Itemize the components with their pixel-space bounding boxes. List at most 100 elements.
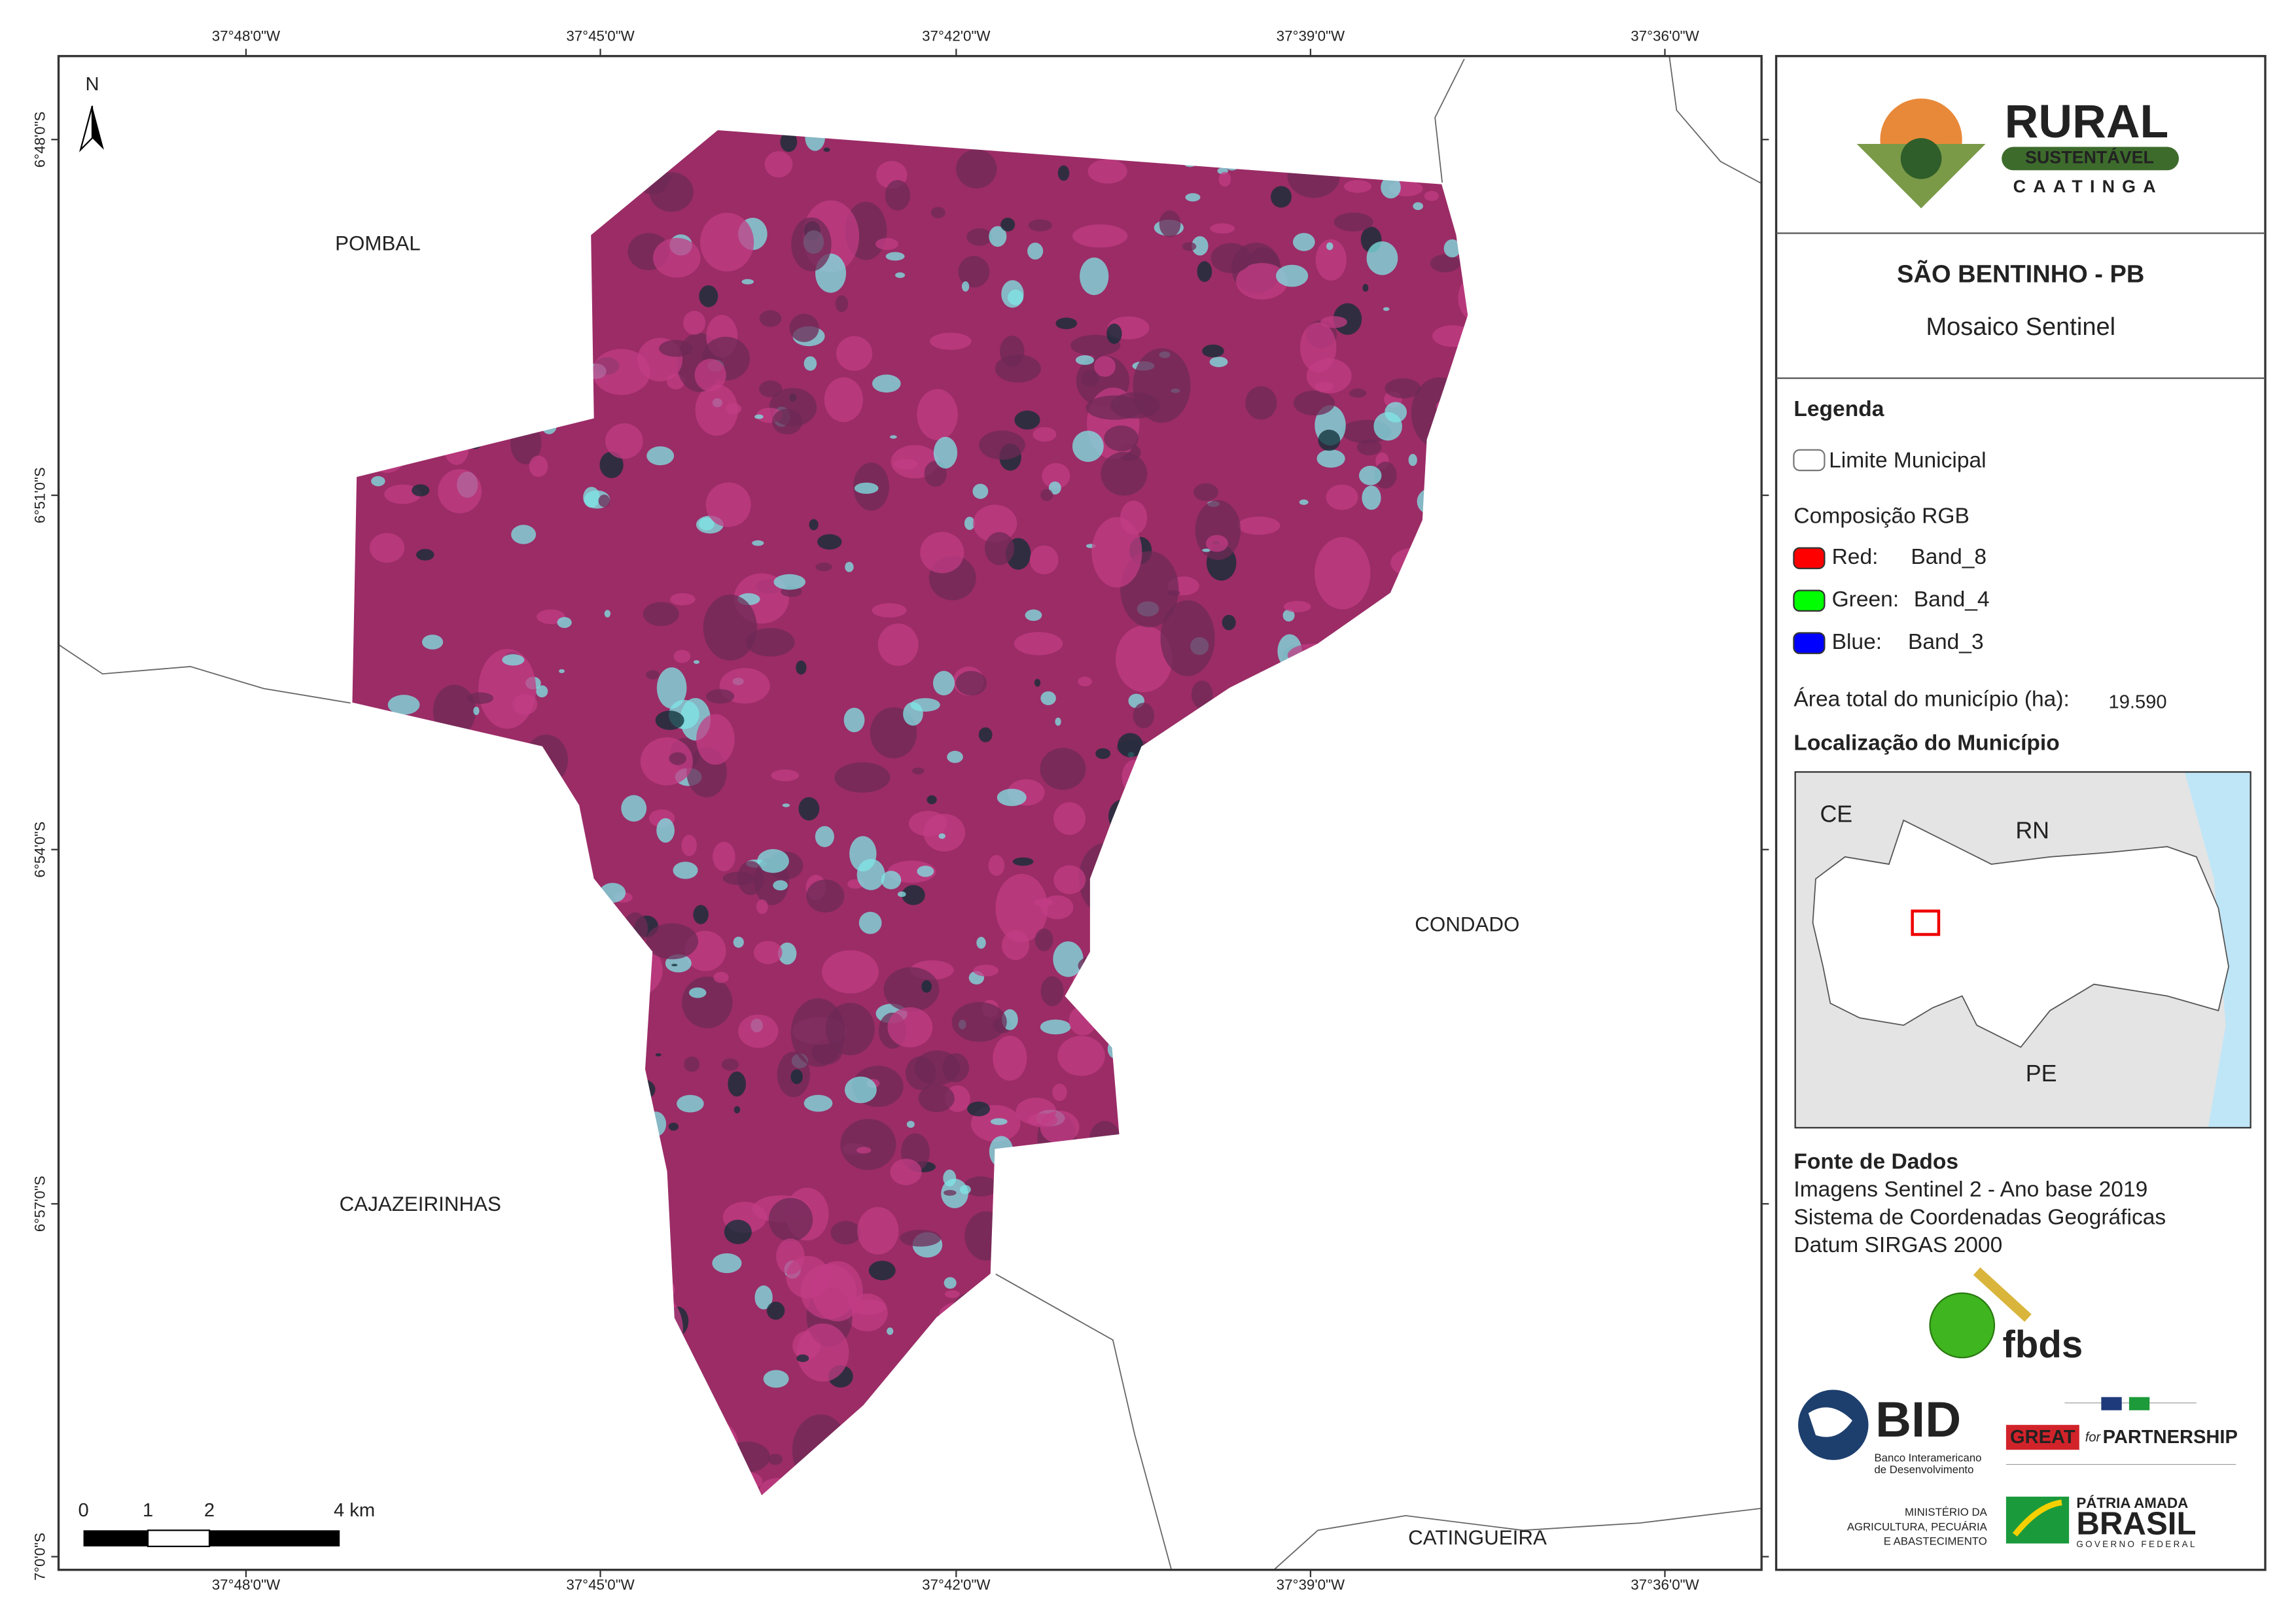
- raster-texture: [695, 384, 738, 436]
- raster-texture: [721, 1058, 739, 1071]
- bid-wave: [1808, 1407, 1852, 1437]
- raster-texture: [536, 685, 548, 698]
- raster-texture: [703, 594, 757, 661]
- x-tick-label: 37°45'0"W: [566, 28, 635, 44]
- raster-texture: [773, 574, 806, 590]
- raster-texture: [1237, 516, 1280, 535]
- raster-texture: [943, 1189, 957, 1196]
- raster-texture: [699, 285, 718, 307]
- raster-texture: [1086, 395, 1144, 420]
- y-tick-label: 6°54'0"S: [32, 822, 48, 878]
- raster-texture: [875, 237, 898, 251]
- bid-name: Banco Interamericano: [1874, 1452, 1981, 1464]
- raster-texture: [1052, 1083, 1067, 1102]
- boundary: [1434, 58, 1465, 184]
- raster-texture: [713, 971, 729, 983]
- x-tick-label: 37°42'0"W: [922, 28, 991, 44]
- band-name: Band_8: [1911, 545, 1987, 569]
- great-for: for: [2085, 1431, 2102, 1445]
- raster-texture: [1182, 242, 1197, 251]
- raster-texture: [918, 1084, 955, 1113]
- raster-texture: [778, 942, 797, 965]
- raster-texture: [754, 1285, 773, 1310]
- raster-texture: [416, 549, 434, 561]
- location-heading: Localização do Município: [1793, 731, 2059, 755]
- raster-texture: [502, 654, 525, 666]
- raster-texture: [1014, 632, 1063, 655]
- y-tick-label: 6°51'0"S: [32, 467, 48, 523]
- panel-subtitle: Mosaico Sentinel: [1926, 313, 2115, 341]
- raster-texture: [782, 803, 790, 807]
- raster-texture: [822, 950, 879, 994]
- raster-texture: [1326, 484, 1358, 510]
- raster-texture: [885, 252, 905, 261]
- raster-texture: [944, 1290, 960, 1299]
- raster-texture: [705, 689, 735, 704]
- raster-texture: [885, 180, 911, 211]
- raster-texture: [745, 628, 795, 657]
- y-tick-label: 6°57'0"S: [32, 1176, 48, 1232]
- raster-texture: [763, 1370, 789, 1388]
- raster-texture: [857, 1207, 899, 1255]
- labels: 37°48'0"W 37°48'0"W 37°45'0"W 37°45'0"W 37°4…: [32, 28, 2238, 1594]
- raster-texture: [963, 1176, 998, 1197]
- raster-texture: [1374, 461, 1397, 489]
- panel-title: SÃO BENTINHO - PB: [1897, 259, 2144, 288]
- band-channel: Blue:: [1832, 630, 1882, 654]
- raster-texture: [1029, 545, 1059, 575]
- raster-texture: [1115, 625, 1173, 693]
- raster-texture: [599, 451, 624, 478]
- boundary: [1273, 1507, 1762, 1570]
- logo-bid: [1798, 1389, 1869, 1460]
- raster-texture: [1222, 614, 1236, 631]
- raster-texture: [753, 941, 783, 964]
- band-swatch: [1793, 632, 1826, 654]
- raster-texture: [796, 1354, 809, 1363]
- raster-texture: [1236, 263, 1288, 300]
- raster-texture: [1101, 451, 1148, 496]
- raster-texture: [995, 873, 1048, 943]
- raster-texture: [640, 737, 693, 786]
- raster-texture: [772, 408, 803, 435]
- raster-texture: [1160, 600, 1215, 676]
- raster-texture: [893, 459, 918, 470]
- raster-texture: [646, 670, 660, 680]
- boundary-swatch: [1793, 449, 1826, 472]
- raster-texture: [683, 311, 706, 335]
- raster-texture: [759, 380, 783, 398]
- raster-texture: [1080, 257, 1109, 296]
- raster-texture: [1053, 802, 1086, 835]
- ministry-text: E ABASTECIMENTO: [1884, 1535, 1987, 1548]
- source-line: Imagens Sentinel 2 - Ano base 2019: [1793, 1178, 2147, 1202]
- y-tick-label: 7°0'0"S: [32, 1533, 48, 1580]
- raster-texture: [621, 795, 647, 822]
- raster-texture: [1078, 676, 1092, 687]
- raster-texture: [1106, 323, 1122, 344]
- raster-texture: [1075, 355, 1095, 365]
- raster-texture: [421, 635, 444, 650]
- state-label: RN: [2015, 817, 2049, 843]
- raster-texture: [668, 1123, 679, 1131]
- scale-bar: [83, 1529, 340, 1548]
- raster-texture: [529, 455, 548, 478]
- sources-heading: Fonte de Dados: [1793, 1149, 1958, 1174]
- bid-text: BID: [1875, 1392, 1961, 1448]
- raster-texture: [1053, 941, 1084, 977]
- raster-texture: [947, 750, 963, 763]
- raster-texture: [583, 487, 600, 508]
- raster-texture: [914, 1050, 961, 1085]
- raster-texture: [872, 603, 907, 618]
- raster-texture: [713, 841, 735, 871]
- raster-texture: [645, 923, 698, 960]
- logo-tagline: CAATINGA: [2013, 177, 2163, 196]
- raster-texture: [824, 377, 864, 423]
- raster-texture: [988, 855, 1005, 876]
- raster-texture: [1315, 537, 1371, 610]
- raster-texture: [789, 313, 819, 342]
- inset-frame: [1794, 771, 2252, 1129]
- raster-texture: [1209, 357, 1228, 368]
- bid-name: de Desenvolvimento: [1874, 1463, 1973, 1476]
- raster-texture: [917, 389, 958, 440]
- boundary: [995, 1273, 1173, 1570]
- raster-texture: [656, 667, 687, 709]
